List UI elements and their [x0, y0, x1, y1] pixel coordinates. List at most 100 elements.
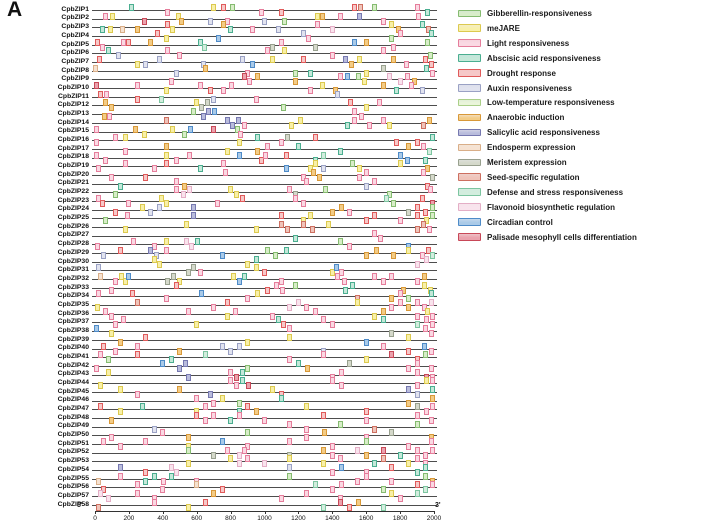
promoter-line — [92, 322, 437, 324]
cis-element-box — [245, 364, 251, 372]
cis-element-box — [262, 416, 267, 424]
cis-element-box — [423, 217, 429, 225]
cis-element-box — [406, 385, 412, 393]
cis-element-box — [351, 4, 357, 11]
cis-element-box — [355, 477, 361, 485]
axis-tick-label: 1400 — [325, 515, 340, 522]
promoter-line — [92, 244, 437, 246]
cis-element-box — [429, 312, 435, 320]
cis-element-box — [214, 199, 220, 207]
gene-label: CpbZIP40 — [57, 344, 89, 352]
gene-label: CpbZIP39 — [57, 335, 89, 343]
cis-element-box — [168, 356, 174, 364]
cis-element-box — [311, 168, 317, 176]
axis-tick — [298, 511, 300, 514]
gene-label: CpbZIP53 — [57, 457, 89, 465]
cis-element-box — [102, 156, 108, 164]
cis-element-box — [386, 121, 392, 129]
cis-element-box — [321, 351, 327, 359]
gene-label: CpbZIP34 — [57, 292, 89, 300]
cis-element-box — [253, 226, 259, 233]
cis-element-box — [170, 273, 176, 281]
cis-element-box — [195, 238, 201, 246]
cis-element-box — [117, 338, 123, 346]
promoter-line — [92, 313, 437, 315]
cis-element-box — [397, 160, 403, 168]
cis-element-box — [363, 356, 369, 364]
promoter-line — [92, 148, 437, 150]
cis-element-box — [173, 156, 179, 164]
cis-element-box — [329, 469, 335, 477]
cis-element-box — [338, 73, 344, 81]
cis-element-box — [194, 411, 200, 419]
cis-element-box — [143, 469, 149, 477]
cis-element-box — [95, 194, 101, 202]
cis-element-box — [163, 151, 169, 159]
cis-element-box — [343, 56, 349, 64]
promoter-line — [92, 227, 437, 228]
legend-label: Seed-specific regulation — [487, 172, 580, 182]
gene-label: CpbZIP5 — [61, 40, 89, 48]
cis-element-box — [428, 347, 434, 355]
axis-tick-label: 800 — [225, 515, 237, 522]
cis-element-box — [165, 21, 171, 29]
cis-element-box — [228, 26, 234, 34]
cis-element-box — [429, 394, 435, 402]
cis-element-box — [394, 87, 400, 95]
cis-element-box — [292, 78, 298, 86]
cis-element-box — [289, 121, 295, 129]
cis-element-box — [134, 481, 140, 489]
cis-element-box — [94, 151, 100, 159]
cis-element-box — [224, 299, 230, 307]
axis-tick-label: 200 — [123, 515, 135, 522]
cis-element-box — [139, 403, 145, 411]
cis-element-box — [106, 47, 112, 55]
cis-element-box — [106, 356, 112, 364]
cis-element-box — [372, 177, 378, 185]
cis-element-box — [304, 403, 310, 411]
gene-label: CpbZIP32 — [57, 274, 89, 282]
cis-element-box — [339, 269, 345, 277]
cis-element-box — [126, 38, 132, 46]
cis-element-box — [312, 43, 318, 51]
cis-element-box — [93, 64, 99, 72]
cis-element-box — [389, 477, 395, 485]
cis-element-box — [414, 278, 420, 286]
cis-element-box — [95, 165, 101, 173]
cis-element-box — [412, 78, 417, 86]
cis-element-box — [211, 411, 217, 419]
cis-element-box — [112, 321, 118, 329]
axis-tick — [366, 511, 368, 514]
cis-element-box — [355, 299, 361, 307]
cis-element-box — [414, 139, 420, 147]
cis-element-box — [273, 281, 279, 289]
cis-element-box — [387, 73, 393, 81]
cis-element-box — [177, 52, 183, 60]
cis-element-box — [338, 147, 344, 155]
cis-element-box — [300, 56, 306, 64]
cis-element-box — [228, 347, 234, 355]
cis-element-box — [163, 160, 169, 168]
cis-element-box — [155, 30, 161, 38]
cis-element-box — [422, 304, 428, 312]
promoter-line — [92, 339, 437, 341]
axis-tick — [128, 511, 130, 514]
promoter-line — [92, 331, 437, 333]
cis-element-box — [372, 425, 378, 433]
cis-element-box — [357, 4, 363, 11]
cis-element-box — [346, 243, 352, 251]
promoter-line — [92, 192, 437, 194]
cis-element-box — [207, 17, 213, 25]
cis-element-box — [414, 390, 420, 398]
cis-element-box — [102, 12, 108, 20]
cis-element-box — [211, 4, 217, 11]
cis-element-box — [200, 113, 206, 121]
cis-element-box — [134, 490, 140, 498]
gene-label: CpbZIP58 — [57, 500, 89, 508]
cis-element-box — [397, 299, 403, 307]
cis-element-box — [380, 47, 386, 55]
gene-label: CpbZIP43 — [57, 370, 89, 378]
cis-element-box — [428, 364, 434, 372]
cis-element-box — [134, 351, 140, 359]
cis-element-box — [151, 255, 157, 263]
